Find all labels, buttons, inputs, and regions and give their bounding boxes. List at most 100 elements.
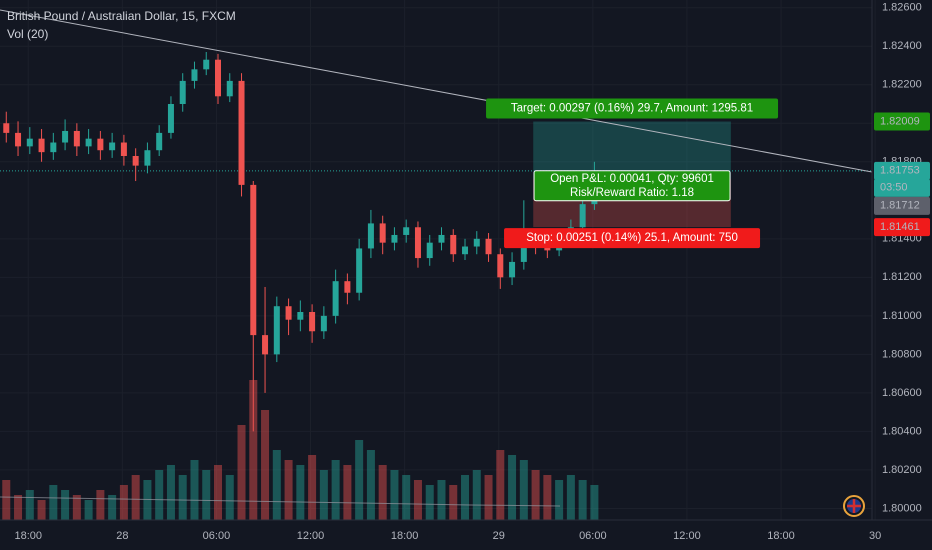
candle-body xyxy=(238,80,245,185)
candle-body xyxy=(344,281,351,293)
volume-bar xyxy=(190,460,199,520)
y-tick-label: 1.80400 xyxy=(882,425,922,437)
volume-bar xyxy=(108,495,117,520)
candle-body xyxy=(215,59,221,97)
stop-label: Stop: 0.00251 (0.14%) 25.1, Amount: 750 xyxy=(526,232,738,244)
candle-body xyxy=(497,254,504,278)
volume-bar xyxy=(284,460,293,520)
volume-bar xyxy=(472,470,481,520)
candle-body xyxy=(391,234,398,243)
y-tick-label: 1.80000 xyxy=(882,502,922,514)
flag-icon[interactable] xyxy=(843,495,865,517)
x-tick-label: 18:00 xyxy=(391,530,419,542)
volume-bar xyxy=(2,480,11,520)
volume-bar xyxy=(202,470,211,520)
profit-zone[interactable] xyxy=(533,121,731,179)
x-tick-label: 06:00 xyxy=(203,530,231,542)
volume-bar xyxy=(261,410,270,520)
candle-body xyxy=(97,138,104,151)
volume-bar xyxy=(496,450,505,520)
volume-bar xyxy=(555,480,564,520)
candle-body xyxy=(109,142,116,151)
pnl-label: Open P&L: 0.00041, Qty: 99601 xyxy=(550,173,714,185)
volume-bar xyxy=(178,475,187,520)
volume-bar xyxy=(531,470,540,520)
volume-bar xyxy=(214,465,222,520)
chart-title: British Pound / Australian Dollar, 15, F… xyxy=(7,9,236,23)
volume-bar xyxy=(131,475,140,520)
candle-body xyxy=(50,142,57,153)
y-tick-label: 1.82200 xyxy=(882,79,922,91)
candle-body xyxy=(203,59,210,70)
candle-body xyxy=(509,261,516,278)
candle-body xyxy=(520,238,527,262)
x-tick-label: 06:00 xyxy=(579,530,607,542)
candle-body xyxy=(85,138,92,147)
x-tick-label: 12:00 xyxy=(673,530,701,542)
x-tick-label: 12:00 xyxy=(297,530,325,542)
volume-bar xyxy=(296,465,305,520)
candle-body xyxy=(156,132,163,151)
candle-body xyxy=(15,132,22,147)
volume-bar xyxy=(237,425,246,520)
volume-bar xyxy=(508,455,517,520)
volume-bar xyxy=(14,495,23,520)
rr-label: Risk/Reward Ratio: 1.18 xyxy=(570,187,694,199)
volume-bar xyxy=(543,475,552,520)
candle-body xyxy=(320,315,327,332)
volume-bar xyxy=(355,440,364,520)
y-tick-label: 1.81200 xyxy=(882,271,922,283)
candle-body xyxy=(367,223,374,249)
candle-body xyxy=(438,234,445,243)
x-tick-label: 30 xyxy=(869,530,881,542)
volume-bar xyxy=(143,480,152,520)
volume-bar xyxy=(319,470,328,520)
stop-label-box xyxy=(504,228,761,249)
y-tick-label: 1.81000 xyxy=(882,310,922,322)
candle-body xyxy=(120,142,127,156)
candle-body xyxy=(473,238,480,247)
grid xyxy=(0,0,875,520)
volume-bar xyxy=(343,465,352,520)
candle-body xyxy=(191,69,198,81)
candle-body xyxy=(485,238,492,255)
entry-price-box xyxy=(874,196,930,215)
volume-bar xyxy=(84,500,93,520)
stop-price-box xyxy=(874,218,930,237)
x-tick-label: 18:00 xyxy=(14,530,42,542)
candle-body xyxy=(3,123,10,133)
candle-body xyxy=(262,335,269,355)
volume-bar xyxy=(166,465,175,520)
candle-body xyxy=(414,227,421,259)
candle-body xyxy=(250,184,257,336)
volume-bar xyxy=(402,475,411,520)
x-tick-label: 28 xyxy=(116,530,128,542)
flag-cross xyxy=(847,499,861,513)
target-price-box xyxy=(874,112,930,131)
candle-body xyxy=(379,223,386,243)
entry-price: 1.81712 xyxy=(880,200,920,212)
candle-body xyxy=(403,227,410,235)
target-label: Target: 0.00297 (0.16%) 29.7, Amount: 12… xyxy=(511,103,753,115)
volume-bar xyxy=(449,485,458,520)
volume-bar xyxy=(37,500,46,520)
volume-bar xyxy=(96,490,105,520)
countdown-box xyxy=(874,178,930,197)
candle-body xyxy=(62,130,69,143)
candle-body xyxy=(297,312,304,320)
volume-bar xyxy=(484,475,493,520)
y-tick-label: 1.80600 xyxy=(882,387,922,399)
volume-bar xyxy=(249,380,258,520)
candle-body xyxy=(273,306,280,355)
volume-bar xyxy=(461,475,470,520)
trend-line[interactable] xyxy=(0,9,873,173)
volume-bar xyxy=(25,490,34,520)
volume-bar xyxy=(308,455,317,520)
volume-bar xyxy=(437,480,446,520)
candle-body xyxy=(132,156,139,166)
volume-bar xyxy=(272,450,281,520)
candle-body xyxy=(332,281,339,316)
y-tick-label: 1.80200 xyxy=(882,464,922,476)
